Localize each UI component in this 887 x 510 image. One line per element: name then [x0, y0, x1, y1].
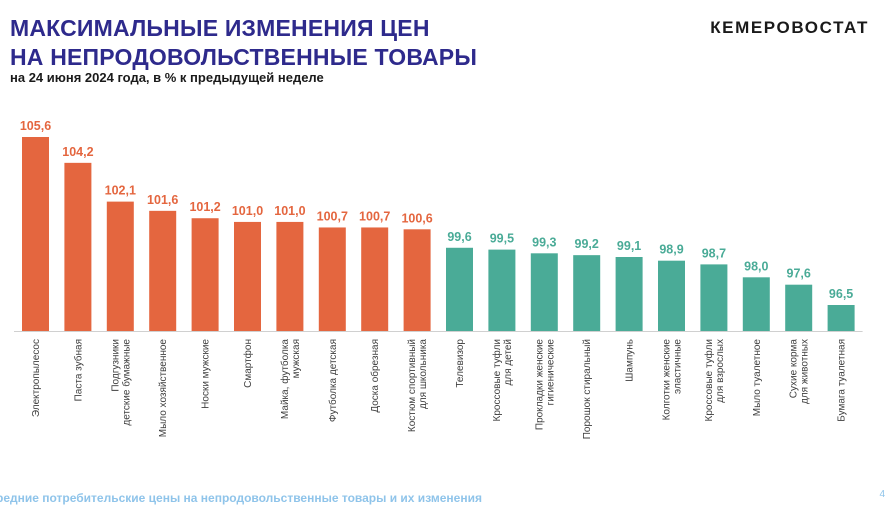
- category-label-2-line-1: Паста зубная: [72, 339, 84, 401]
- bar-12: [488, 249, 516, 331]
- category-label-6: Смартфон: [242, 339, 254, 388]
- category-label-8: Футболка детская: [327, 339, 339, 422]
- bar-19: [785, 284, 813, 331]
- bar-18: [742, 277, 770, 331]
- category-label-17-line-2: для взрослых: [715, 339, 726, 403]
- category-label-1-line-1: Электропылесос: [31, 339, 42, 417]
- value-label-9: 100,7: [359, 209, 390, 223]
- category-label-11: Телевизор: [455, 339, 466, 388]
- bar-20: [827, 305, 855, 331]
- category-label-3-line-1: Подгузники: [110, 339, 121, 392]
- category-label-4-line-1: Мыло хозяйственное: [158, 339, 169, 438]
- category-label-15: Шампунь: [625, 339, 636, 382]
- category-label-19: Сухие кормадля животных: [789, 339, 811, 404]
- bar-10: [403, 229, 431, 331]
- category-label-13: Прокладки женскиегигиенические: [534, 339, 556, 431]
- category-label-1: Электропылесос: [31, 339, 42, 417]
- value-label-12: 99,5: [490, 232, 514, 246]
- category-label-16: Колготки женскиеэластичные: [662, 339, 684, 421]
- value-label-15: 99,1: [617, 239, 641, 253]
- value-label-11: 99,6: [447, 230, 471, 244]
- value-labels-group: 105,6 104,2 102,1 101,6 101,2 101,0 101,0 100,7…: [20, 119, 853, 301]
- value-label-6: 101,0: [232, 204, 263, 218]
- category-label-10-line-2: для школьника: [418, 339, 429, 409]
- page-subtitle: на 24 июня 2024 года, в % к предыдущей н…: [10, 70, 324, 85]
- value-label-10: 100,6: [401, 211, 432, 225]
- title-line-1: МАКСИМАЛЬНЫЕ ИЗМЕНЕНИЯ ЦЕН: [10, 15, 430, 41]
- category-label-9-line-1: Доска обрезная: [369, 339, 381, 413]
- value-label-19: 97,6: [787, 267, 811, 281]
- category-label-14: Порошок стиральный: [582, 339, 593, 439]
- value-label-4: 101,6: [147, 193, 178, 207]
- category-label-7-line-1: Майка, футболка: [279, 339, 291, 419]
- bar-4: [149, 210, 177, 331]
- bar-6: [234, 221, 261, 331]
- value-label-8: 100,7: [317, 209, 348, 223]
- category-label-13-line-1: Прокладки женские: [534, 339, 545, 431]
- value-label-16: 98,9: [659, 243, 683, 257]
- category-label-11-line-1: Телевизор: [455, 339, 466, 388]
- value-label-18: 98,0: [744, 259, 768, 273]
- category-label-16-line-1: Колготки женские: [662, 339, 673, 421]
- bar-2: [64, 162, 92, 331]
- category-label-12-line-2: для детей: [503, 339, 514, 386]
- value-label-5: 101,2: [189, 200, 220, 214]
- category-label-8-line-1: Футболка детская: [327, 339, 339, 422]
- category-label-16-line-2: эластичные: [673, 339, 684, 394]
- category-label-5: Носки мужские: [201, 339, 212, 409]
- price-change-bar-chart: 105,6 104,2 102,1 101,6 101,2 101,0 101,0 100,7…: [14, 119, 863, 440]
- page-number: 4: [879, 489, 885, 500]
- page-title: МАКСИМАЛЬНЫЕ ИЗМЕНЕНИЯ ЦЕН НА НЕПРОДОВОЛ…: [10, 14, 477, 72]
- brand-logo: КЕМЕРОВОСТАТ: [710, 18, 869, 37]
- category-label-18: Мыло туалетное: [752, 339, 763, 417]
- bar-8: [318, 227, 346, 331]
- bar-13: [530, 253, 558, 331]
- category-label-19-line-1: Сухие корма: [789, 339, 800, 399]
- bar-14: [573, 255, 601, 331]
- category-label-17-line-1: Кроссовые туфли: [703, 339, 715, 421]
- category-label-12-line-1: Кроссовые туфли: [491, 339, 503, 421]
- value-label-2: 104,2: [62, 145, 93, 159]
- bar-16: [658, 260, 685, 331]
- bar-7: [276, 221, 304, 331]
- category-label-7-line-2: мужская: [291, 339, 302, 378]
- value-label-20: 96,5: [829, 287, 853, 301]
- category-label-7: Майка, футболкамужская: [279, 339, 302, 419]
- value-label-14: 99,2: [575, 237, 599, 251]
- category-label-3: Подгузникидетские бумажные: [110, 339, 132, 426]
- bar-5: [191, 218, 219, 331]
- category-label-19-line-2: для животных: [800, 339, 811, 404]
- category-label-20-line-1: Бумага туалетная: [837, 339, 848, 422]
- category-label-17: Кроссовые туфлидля взрослых: [703, 339, 726, 421]
- category-label-6-line-1: Смартфон: [242, 339, 254, 388]
- value-label-7: 101,0: [274, 204, 305, 218]
- footer-caption: редние потребительские цены на непродово…: [0, 491, 482, 505]
- category-label-12: Кроссовые туфлидля детей: [491, 339, 514, 421]
- category-label-5-line-1: Носки мужские: [201, 339, 212, 409]
- category-label-20: Бумага туалетная: [837, 339, 848, 422]
- category-label-13-line-2: гигиенические: [545, 339, 556, 406]
- value-label-13: 99,3: [532, 235, 556, 249]
- title-line-2: НА НЕПРОДОВОЛЬСТВЕННЫЕ ТОВАРЫ: [10, 44, 478, 70]
- category-label-3-line-2: детские бумажные: [120, 339, 132, 426]
- bar-9: [361, 227, 389, 331]
- category-label-18-line-1: Мыло туалетное: [752, 339, 763, 417]
- category-label-4: Мыло хозяйственное: [158, 339, 169, 438]
- category-label-10: Костюм спортивныйдля школьника: [407, 339, 429, 433]
- category-label-9: Доска обрезная: [369, 339, 381, 413]
- bar-1: [22, 137, 49, 331]
- bars-group: [22, 137, 855, 331]
- bar-17: [700, 264, 728, 331]
- category-label-2: Паста зубная: [72, 339, 84, 401]
- bar-11: [446, 247, 473, 331]
- bar-3: [106, 201, 134, 331]
- bar-15: [615, 257, 643, 331]
- category-label-15-line-1: Шампунь: [625, 339, 636, 382]
- value-label-1: 105,6: [20, 119, 51, 133]
- category-label-10-line-1: Костюм спортивный: [407, 339, 418, 432]
- category-labels-group: Электропылесос Паста зубная Подгузникидетс…: [31, 339, 848, 440]
- category-label-14-line-1: Порошок стиральный: [582, 339, 593, 439]
- value-label-3: 102,1: [105, 184, 136, 198]
- value-label-17: 98,7: [702, 246, 726, 260]
